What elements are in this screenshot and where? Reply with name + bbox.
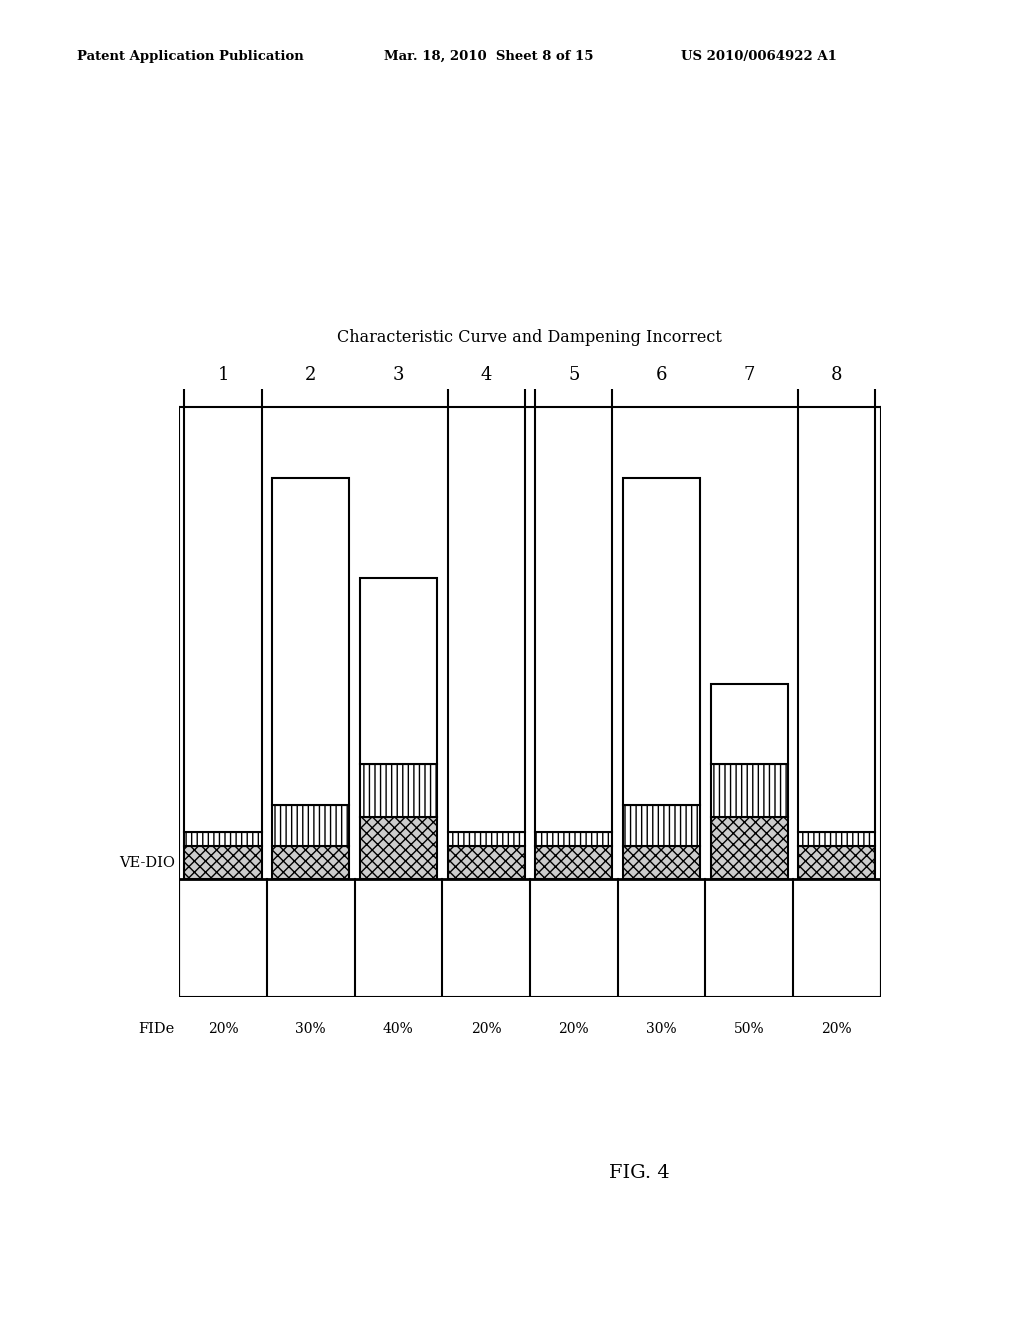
Bar	[179, 879, 881, 997]
Text: VE-DIO: VE-DIO	[119, 855, 175, 870]
Bar	[272, 805, 349, 846]
Bar	[623, 846, 700, 879]
Title: Characteristic Curve and Dampening Incorrect: Characteristic Curve and Dampening Incor…	[338, 329, 722, 346]
Text: Patent Application Publication: Patent Application Publication	[77, 50, 303, 63]
Bar	[711, 817, 787, 879]
Text: 20%: 20%	[471, 1022, 502, 1036]
Bar	[447, 846, 524, 879]
Bar	[799, 387, 876, 832]
Bar	[536, 832, 612, 846]
Bar	[536, 846, 612, 879]
Bar	[184, 832, 261, 846]
Text: 20%: 20%	[558, 1022, 589, 1036]
Bar	[272, 846, 349, 879]
Text: Mar. 18, 2010  Sheet 8 of 15: Mar. 18, 2010 Sheet 8 of 15	[384, 50, 594, 63]
Text: 30%: 30%	[295, 1022, 326, 1036]
Bar	[711, 684, 787, 764]
Bar	[623, 478, 700, 805]
Bar	[536, 387, 612, 832]
Bar	[184, 387, 261, 832]
Text: FIDe: FIDe	[138, 1022, 175, 1036]
Text: 40%: 40%	[383, 1022, 414, 1036]
Bar	[359, 764, 437, 817]
Text: FIG. 4: FIG. 4	[609, 1164, 670, 1183]
Bar	[799, 832, 876, 846]
Bar	[272, 478, 349, 805]
Bar	[799, 846, 876, 879]
Bar	[447, 832, 524, 846]
Bar	[623, 805, 700, 846]
Bar	[359, 817, 437, 879]
Bar	[447, 387, 524, 832]
Bar	[359, 578, 437, 764]
Text: 30%: 30%	[646, 1022, 677, 1036]
Text: US 2010/0064922 A1: US 2010/0064922 A1	[681, 50, 837, 63]
Bar	[184, 846, 261, 879]
Text: 20%: 20%	[208, 1022, 239, 1036]
Text: 50%: 50%	[734, 1022, 765, 1036]
Bar	[711, 764, 787, 817]
Text: 20%: 20%	[821, 1022, 852, 1036]
